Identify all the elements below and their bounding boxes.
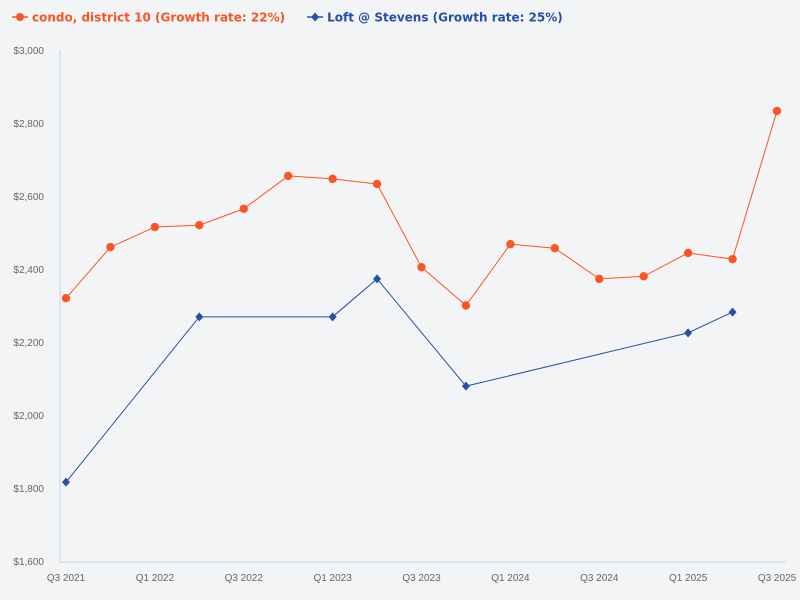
legend-marker-icon <box>16 13 24 21</box>
legend-item[interactable]: Loft @ Stevens (Growth rate: 25%) <box>307 11 563 25</box>
y-tick-label: $3,000 <box>13 46 44 57</box>
data-point[interactable] <box>61 294 71 303</box>
data-point[interactable] <box>283 171 293 181</box>
x-tick-label: Q1 2025 <box>669 573 708 584</box>
x-tick-label: Q3 2021 <box>47 573 86 584</box>
x-tick-label: Q3 2025 <box>758 573 797 584</box>
y-tick-label: $2,000 <box>13 411 44 422</box>
data-point[interactable] <box>550 243 560 253</box>
series-line <box>65 110 778 307</box>
data-point[interactable] <box>106 242 115 252</box>
legend-label: condo, district 10 (Growth rate: 22%) <box>32 11 285 25</box>
x-tick-label: Q1 2024 <box>491 573 530 584</box>
data-point[interactable] <box>373 274 382 284</box>
legend-label: Loft @ Stevens (Growth rate: 25%) <box>327 11 563 25</box>
data-point[interactable] <box>328 174 337 184</box>
series-line <box>65 278 733 483</box>
data-point[interactable] <box>150 222 160 232</box>
data-point[interactable] <box>195 312 204 322</box>
data-point[interactable] <box>728 254 737 264</box>
x-axis-ticks: Q3 2021 Q1 2022 Q3 2022 Q1 2023 Q3 2023 Q1 20… <box>47 573 797 584</box>
data-point[interactable] <box>772 106 782 116</box>
x-tick-label: Q1 2023 <box>313 573 352 584</box>
data-point[interactable] <box>683 248 693 258</box>
y-axis-ticks: $1,600 $1,800 $2,000 $2,200 $2,400 $2,600 $2,8… <box>13 46 44 568</box>
data-point[interactable] <box>639 272 648 281</box>
x-tick-label: Q3 2022 <box>225 573 264 584</box>
data-point[interactable] <box>506 239 515 249</box>
data-point[interactable] <box>195 221 204 230</box>
y-tick-label: $2,400 <box>13 265 44 276</box>
y-tick-label: $2,200 <box>13 338 44 349</box>
data-point[interactable] <box>417 262 426 272</box>
data-point[interactable] <box>461 381 470 391</box>
series-group <box>61 106 782 487</box>
data-point[interactable] <box>328 312 337 322</box>
series-2 <box>62 274 737 487</box>
data-point[interactable] <box>684 328 693 338</box>
series-1 <box>61 106 782 310</box>
data-point[interactable] <box>239 204 248 213</box>
legend-item[interactable]: condo, district 10 (Growth rate: 22%) <box>12 11 285 25</box>
x-tick-label: Q3 2023 <box>402 573 441 584</box>
data-point[interactable] <box>372 179 382 189</box>
data-point[interactable] <box>595 274 604 284</box>
y-tick-label: $2,800 <box>13 119 44 130</box>
legend: condo, district 10 (Growth rate: 22%) Lof… <box>12 11 563 25</box>
data-point[interactable] <box>62 477 70 487</box>
legend-marker-icon <box>311 12 320 22</box>
data-point[interactable] <box>461 301 471 310</box>
y-tick-label: $2,600 <box>13 192 44 203</box>
x-tick-label: Q1 2022 <box>136 573 175 584</box>
y-tick-label: $1,800 <box>13 484 44 495</box>
y-tick-label: $1,600 <box>13 557 44 568</box>
data-point[interactable] <box>728 307 737 317</box>
x-tick-label: Q3 2024 <box>580 573 619 584</box>
